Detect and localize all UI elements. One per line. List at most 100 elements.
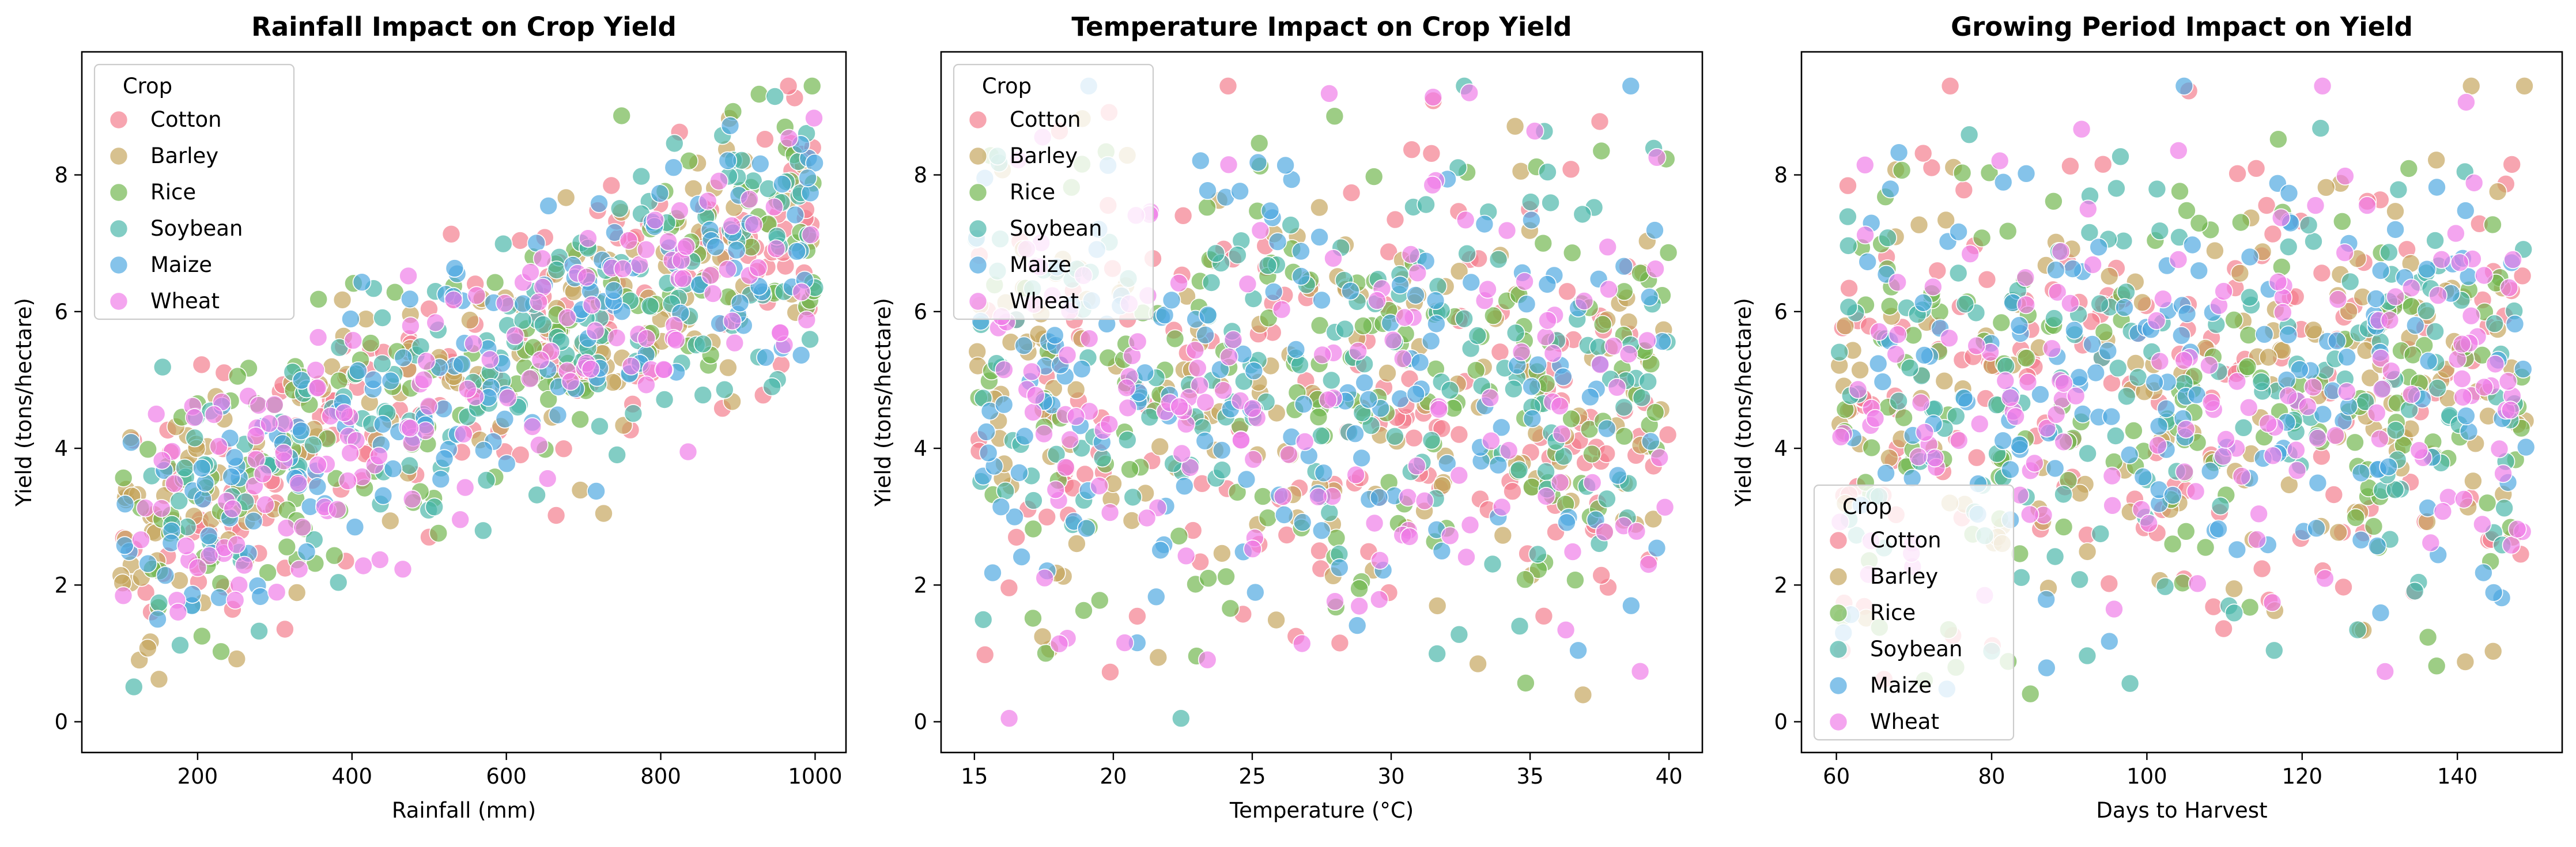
data-point	[1398, 487, 1418, 507]
data-point	[2186, 482, 2205, 501]
y-tick-label: 4	[1774, 436, 1788, 461]
data-point	[1573, 205, 1592, 224]
data-point	[435, 449, 454, 468]
data-point	[527, 485, 546, 505]
data-point	[2103, 496, 2122, 515]
data-point	[2419, 351, 2438, 371]
data-point	[185, 408, 204, 427]
data-point	[703, 284, 723, 303]
data-point	[253, 464, 273, 483]
data-point	[1528, 355, 1547, 375]
data-point	[1023, 519, 1043, 539]
data-point	[1015, 426, 1034, 446]
data-point	[1838, 207, 1857, 226]
data-point	[2155, 577, 2175, 596]
legend-label-wheat: Wheat	[1010, 289, 1079, 313]
data-point	[546, 506, 566, 525]
data-point	[659, 232, 678, 251]
data-point	[185, 428, 205, 448]
data-point	[1191, 151, 1210, 171]
data-point	[289, 559, 309, 579]
data-point	[2371, 349, 2390, 368]
data-point	[381, 371, 401, 391]
data-point	[1900, 358, 1920, 377]
data-point	[2205, 241, 2224, 260]
x-tick-label: 600	[486, 764, 527, 789]
data-point	[402, 489, 422, 509]
y-tick-label: 6	[1774, 300, 1788, 324]
data-point	[2078, 444, 2097, 463]
data-point	[474, 521, 493, 540]
legend-label-maize: Maize	[1870, 673, 1932, 698]
data-point	[1330, 558, 1349, 577]
data-point	[2016, 164, 2036, 183]
data-point	[1497, 221, 1517, 240]
data-point	[1489, 455, 1508, 475]
data-point	[464, 334, 483, 353]
data-point	[2227, 540, 2247, 559]
data-point	[401, 316, 420, 335]
data-point	[306, 360, 326, 380]
data-point	[2066, 386, 2086, 406]
data-point	[2016, 268, 2035, 288]
data-point	[225, 448, 244, 467]
data-point	[1990, 151, 2010, 171]
legend-label-soybean: Soybean	[150, 216, 243, 241]
data-point	[2263, 446, 2283, 466]
data-point	[1093, 448, 1112, 468]
data-point	[529, 435, 549, 455]
data-point	[1647, 148, 1667, 167]
data-point	[2474, 563, 2493, 583]
data-point	[1639, 555, 1658, 574]
y-axis-label: Yield (tons/hectare)	[1731, 298, 1756, 507]
data-point	[730, 293, 750, 313]
data-point	[2177, 201, 2196, 220]
data-point	[2263, 224, 2283, 244]
data-point	[2418, 627, 2438, 647]
data-point	[2224, 579, 2243, 599]
data-point	[1482, 431, 1501, 451]
data-point	[1385, 426, 1404, 446]
y-axis-label: Yield (tons/hectare)	[12, 298, 36, 507]
data-point	[1574, 292, 1594, 311]
data-point	[2405, 316, 2425, 335]
data-point	[1359, 390, 1378, 409]
y-tick-label: 4	[913, 436, 927, 461]
legend-marker-maize	[968, 255, 988, 275]
data-point	[1268, 232, 1287, 251]
data-point	[1036, 644, 1055, 663]
data-point	[664, 158, 683, 177]
data-point	[1035, 568, 1054, 588]
data-point	[2386, 287, 2405, 307]
data-point	[1915, 422, 1935, 442]
data-point	[1198, 181, 1217, 201]
data-point	[2188, 574, 2207, 593]
y-tick-label: 8	[913, 163, 927, 188]
data-point	[1370, 551, 1389, 570]
data-point	[2031, 385, 2050, 404]
data-point	[2333, 211, 2352, 231]
data-point	[2177, 304, 2197, 323]
data-point	[1422, 430, 1441, 450]
data-point	[1253, 487, 1272, 506]
legend-box	[953, 63, 1154, 320]
data-point	[2177, 521, 2196, 541]
data-point	[401, 418, 420, 438]
data-point	[445, 259, 464, 278]
data-point	[594, 504, 613, 523]
data-point	[1536, 327, 1555, 346]
data-point	[1483, 554, 1502, 574]
data-point	[1490, 342, 1510, 362]
data-point	[1928, 261, 1947, 281]
data-point	[2279, 183, 2299, 203]
data-point	[2187, 385, 2207, 404]
data-point	[1243, 399, 1262, 418]
data-point	[640, 296, 660, 316]
data-point	[1556, 621, 1576, 640]
data-point	[655, 390, 674, 409]
data-point	[1432, 541, 1452, 561]
data-point	[354, 556, 373, 576]
data-point	[1237, 470, 1256, 489]
data-point	[1505, 116, 1525, 136]
legend: Crop Cotton Barley Rice Soybean Maize Wheat	[953, 63, 1154, 320]
